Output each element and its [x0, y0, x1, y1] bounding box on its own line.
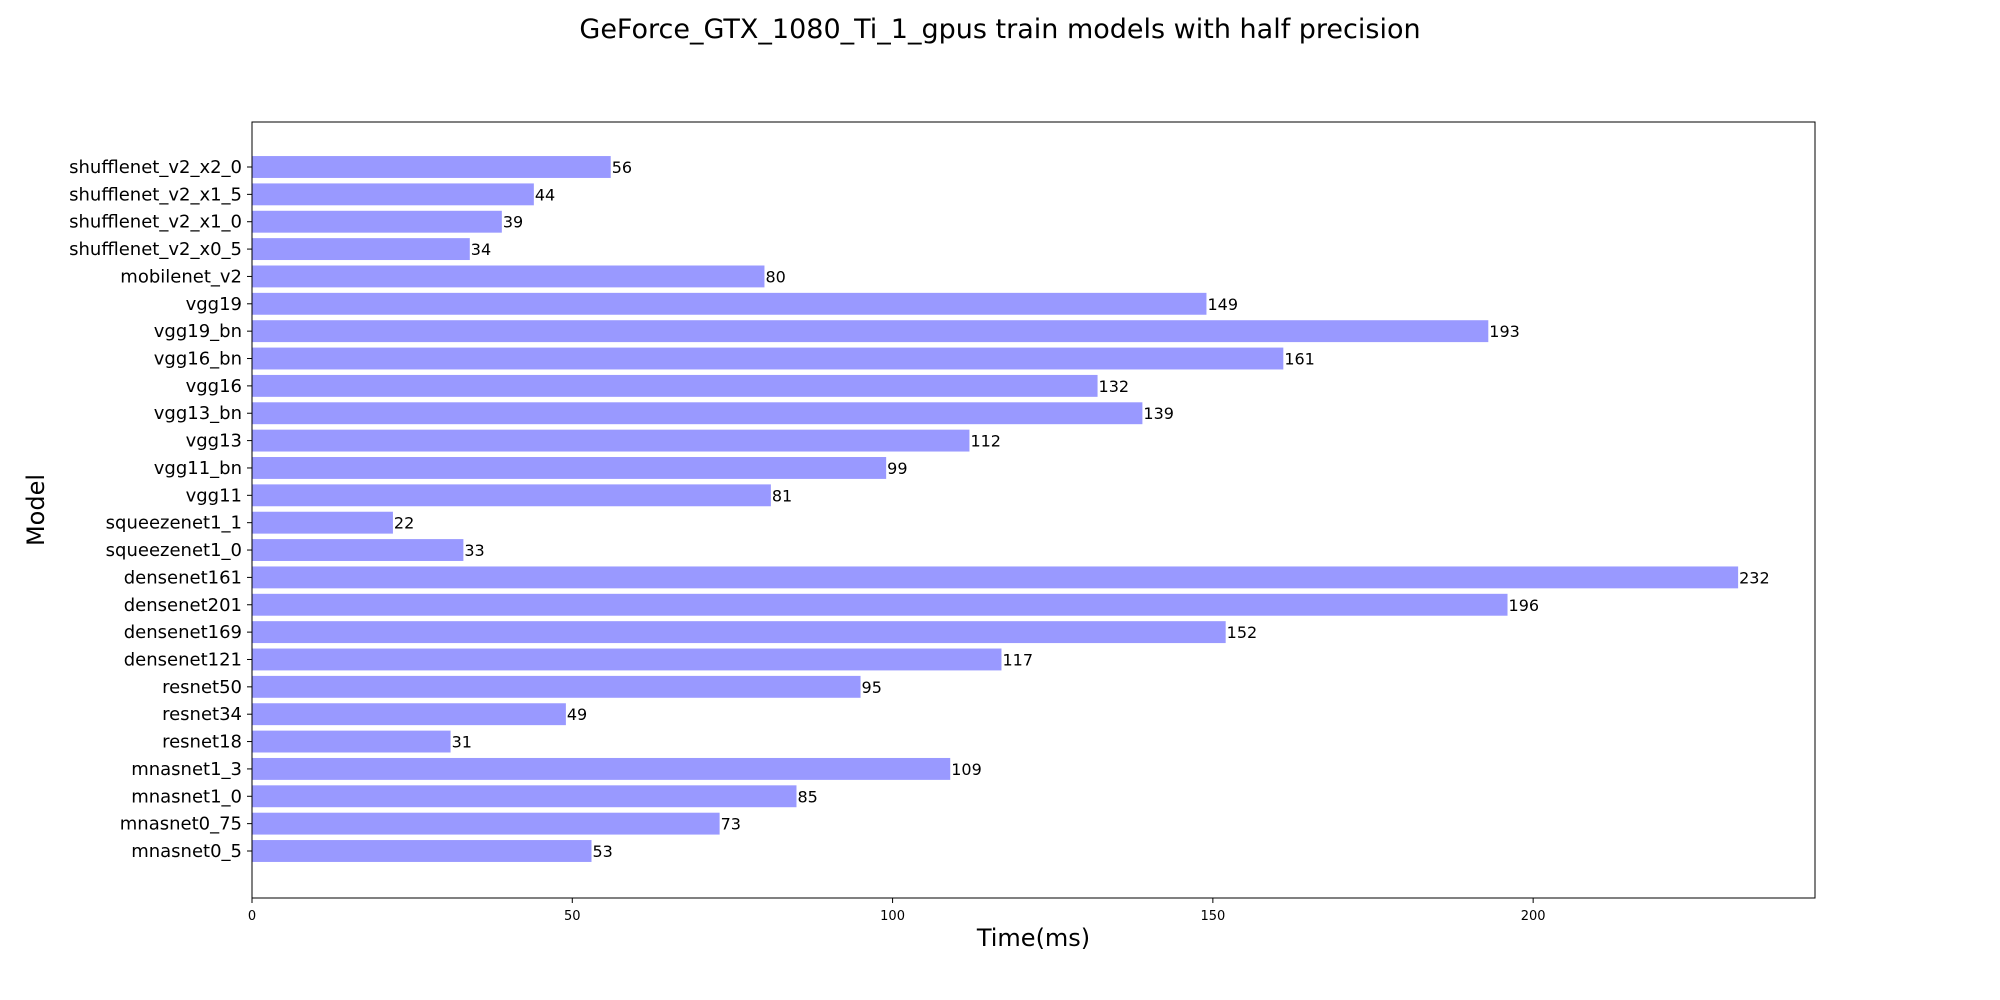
bar-value-label: 196	[1509, 596, 1540, 615]
bar-value-label: 56	[612, 158, 632, 177]
y-tick-label: mnasnet0_75	[120, 814, 242, 835]
x-tick-label: 0	[248, 909, 256, 924]
bar-densenet121	[252, 648, 1002, 671]
bar-value-label: 117	[1002, 650, 1033, 669]
bar-resnet18	[252, 730, 451, 753]
bar-vgg13_bn	[252, 402, 1143, 425]
bar-shufflenet_v2_x2_0	[252, 156, 611, 178]
bar-value-label: 49	[567, 705, 587, 724]
bar-shufflenet_v2_x1_5	[252, 183, 534, 206]
bar-value-label: 33	[464, 541, 484, 560]
y-tick-label: vgg16	[186, 376, 242, 397]
bar-value-label: 149	[1207, 295, 1238, 314]
y-tick-label: shufflenet_v2_x1_0	[69, 212, 242, 233]
bar-value-label: 99	[887, 459, 907, 478]
y-tick-label: resnet18	[162, 732, 242, 753]
bar-value-label: 139	[1143, 404, 1174, 423]
bar-resnet50	[252, 675, 861, 698]
bar-vgg19	[252, 292, 1207, 315]
y-tick-label: shufflenet_v2_x0_5	[69, 239, 242, 260]
y-axis: mnasnet0_5 mnasnet0_75 mnasnet1_0 mnasnet1_…	[69, 157, 252, 862]
bar-squeezenet1_1	[252, 511, 393, 534]
y-tick-label: densenet121	[124, 649, 242, 670]
bar-value-label: 39	[503, 213, 523, 232]
bar-value-label: 73	[721, 815, 741, 834]
y-tick-label: squeezenet1_1	[106, 513, 242, 534]
bar-value-label: 161	[1284, 350, 1315, 369]
bar-resnet34	[252, 703, 566, 726]
bar-vgg11	[252, 484, 771, 507]
bar-vgg16_bn	[252, 347, 1284, 370]
bar-value-label: 31	[452, 733, 472, 752]
bar-mnasnet1_0	[252, 785, 797, 808]
bar-value-label: 53	[593, 842, 613, 861]
chart-title: GeForce_GTX_1080_Ti_1_gpus train models …	[579, 14, 1421, 45]
x-tick-label: 100	[880, 909, 905, 924]
bar-vgg13	[252, 429, 970, 452]
bar-value-label: 112	[970, 432, 1001, 451]
bar-value-label: 95	[862, 678, 882, 697]
bar-squeezenet1_0	[252, 539, 464, 561]
y-tick-label: resnet50	[162, 677, 242, 698]
y-tick-label: vgg19	[186, 294, 242, 315]
y-tick-label: densenet169	[124, 622, 242, 643]
bar-value-label: 85	[797, 787, 817, 806]
y-tick-label: vgg16_bn	[154, 349, 242, 370]
y-tick-label: vgg13	[186, 431, 242, 452]
x-axis: 0 50 100 150 200	[248, 898, 1546, 924]
bar-mnasnet0_5	[252, 840, 592, 862]
bar-value-label: 80	[765, 267, 785, 286]
bars-group: 53 73 85 109 31 49 95 117 152 196 232 33 22 81 99 112 13…	[252, 156, 1770, 862]
y-tick-label: resnet34	[162, 704, 242, 725]
bar-value-label: 81	[772, 486, 792, 505]
x-tick-label: 50	[564, 909, 581, 924]
x-tick-label: 200	[1521, 909, 1546, 924]
y-tick-label: shufflenet_v2_x1_5	[69, 184, 242, 205]
bar-vgg16	[252, 374, 1098, 397]
y-tick-label: shufflenet_v2_x2_0	[69, 157, 242, 178]
y-tick-label: mobilenet_v2	[120, 266, 242, 287]
bar-value-label: 193	[1489, 322, 1520, 341]
y-tick-label: densenet201	[124, 595, 242, 616]
y-tick-label: mnasnet1_3	[131, 759, 242, 780]
y-tick-label: mnasnet0_5	[131, 841, 242, 862]
bar-value-label: 232	[1739, 568, 1770, 587]
plot-frame	[251, 121, 1816, 899]
bar-value-label: 22	[394, 514, 414, 533]
bar-shufflenet_v2_x0_5	[252, 238, 470, 261]
bar-mnasnet1_3	[252, 757, 951, 780]
bar-value-label: 44	[535, 185, 555, 204]
bar-value-label: 34	[471, 240, 491, 259]
bar-shufflenet_v2_x1_0	[252, 210, 502, 233]
bar-densenet201	[252, 593, 1508, 616]
y-tick-label: densenet161	[124, 567, 242, 588]
y-tick-label: squeezenet1_0	[106, 540, 242, 561]
y-tick-label: vgg13_bn	[154, 403, 242, 424]
bar-densenet161	[252, 566, 1739, 589]
bar-densenet169	[252, 621, 1226, 644]
y-tick-label: vgg11	[186, 485, 242, 506]
bar-value-label: 152	[1227, 623, 1258, 642]
y-tick-label: vgg19_bn	[154, 321, 242, 342]
x-tick-label: 150	[1200, 909, 1225, 924]
y-axis-title: Model	[22, 474, 50, 546]
y-tick-label: vgg11_bn	[154, 458, 242, 479]
bar-value-label: 132	[1099, 377, 1130, 396]
bar-vgg19_bn	[252, 320, 1489, 343]
bar-mnasnet0_75	[252, 812, 720, 835]
bar-vgg11_bn	[252, 457, 887, 479]
bar-mobilenet_v2	[252, 265, 765, 288]
bar-value-label: 109	[951, 760, 982, 779]
y-tick-label: mnasnet1_0	[131, 786, 242, 807]
x-axis-title: Time(ms)	[976, 924, 1090, 952]
